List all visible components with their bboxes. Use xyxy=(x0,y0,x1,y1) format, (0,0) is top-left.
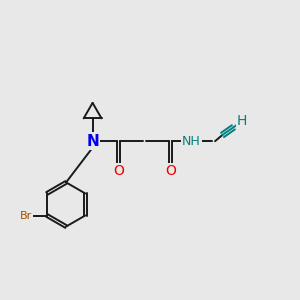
Text: NH: NH xyxy=(182,135,201,148)
Text: O: O xyxy=(165,164,176,178)
Text: Br: Br xyxy=(20,211,32,220)
Text: N: N xyxy=(86,134,99,149)
Text: H: H xyxy=(237,114,247,128)
Text: O: O xyxy=(113,164,124,178)
